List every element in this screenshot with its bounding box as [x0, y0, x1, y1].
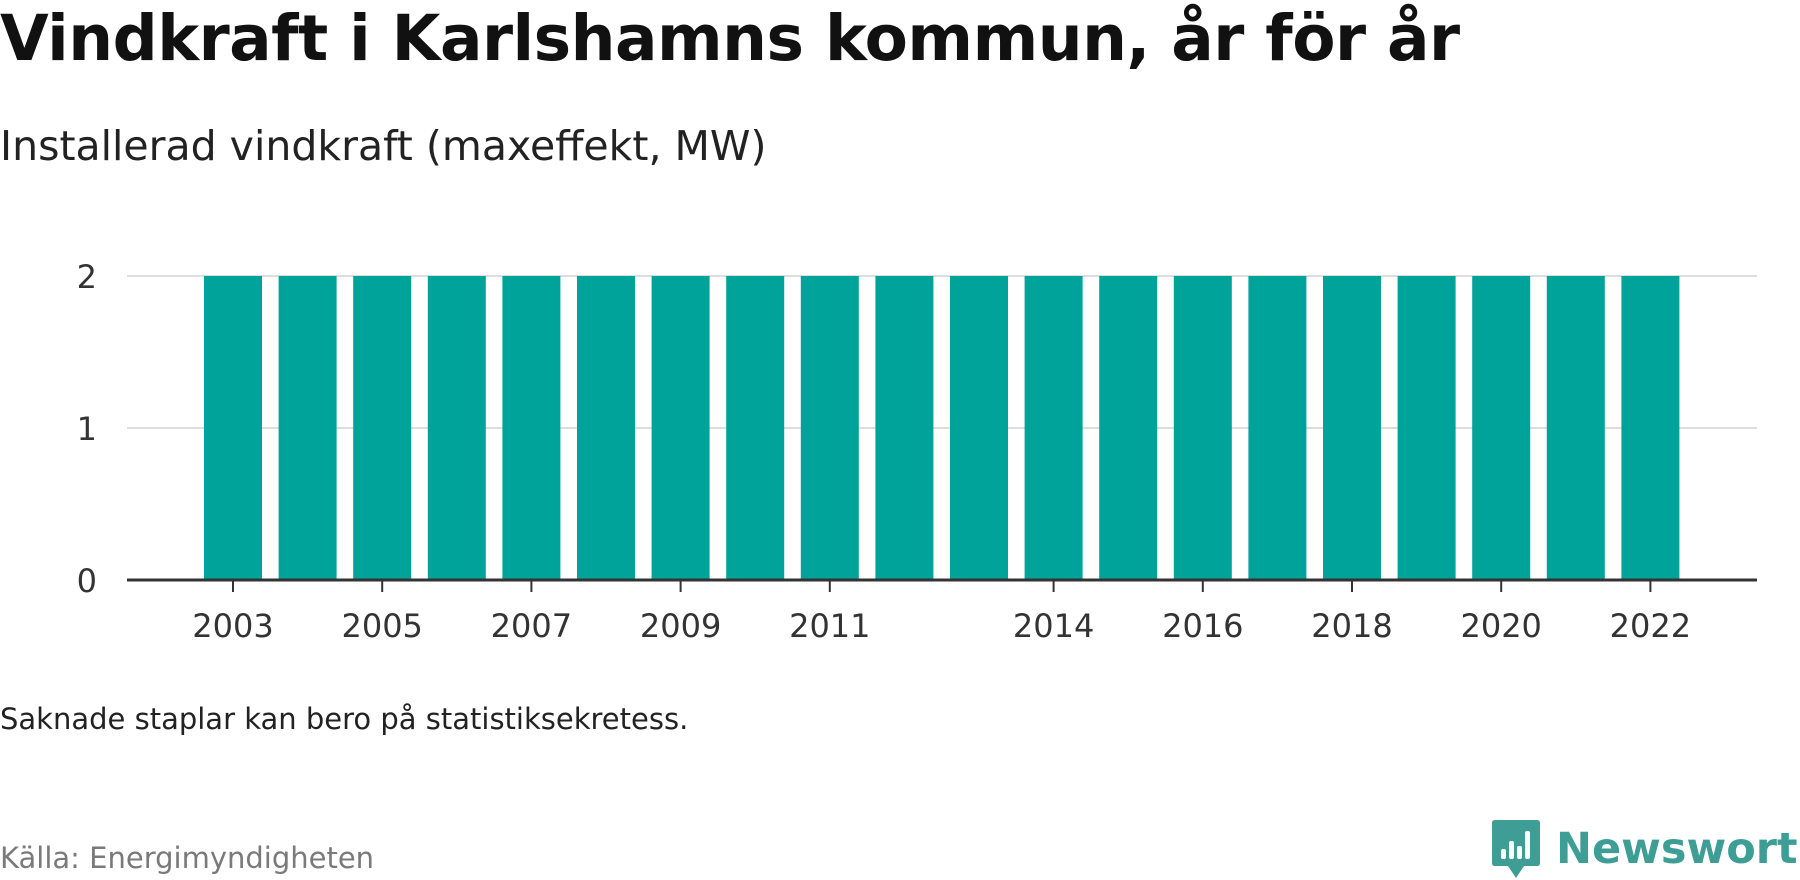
bar-2013 [950, 276, 1008, 580]
y-tick-label: 1 [77, 410, 97, 448]
bar-2006 [427, 276, 486, 580]
x-tick-label: 2009 [640, 607, 721, 645]
bar-2009 [651, 276, 710, 580]
chart-subtitle: Installerad vindkraft (maxeffekt, MW) [0, 122, 767, 170]
bar-chart: 0 1 2 2003 2005 2007 2009 2011 2014 2016 2018 2020 2… [77, 258, 1757, 645]
bar-2003 [204, 276, 262, 580]
bars [204, 276, 1680, 580]
x-tick-label: 2005 [341, 607, 422, 645]
x-tick-label: 2016 [1162, 607, 1243, 645]
x-tick-label: 2003 [192, 607, 273, 645]
bar-2019 [1397, 276, 1456, 580]
bar-2016 [1173, 276, 1232, 580]
bar-2015 [1099, 276, 1158, 580]
axes: 0 1 2 2003 2005 2007 2009 2011 2014 2016 2018 2020 2… [77, 258, 1757, 645]
bar-2021 [1546, 276, 1605, 580]
x-tick-label: 2018 [1311, 607, 1392, 645]
brand-name: Newsworthy [1556, 824, 1800, 874]
bar-2011 [800, 276, 859, 580]
x-tick-label: 2011 [789, 607, 870, 645]
bar-2014 [1024, 276, 1083, 580]
x-tick-label: 2014 [1013, 607, 1094, 645]
y-tick-label: 0 [77, 562, 97, 600]
y-tick-label: 2 [77, 258, 97, 296]
bar-2018 [1323, 276, 1381, 580]
chart-bubble-icon [1492, 820, 1540, 878]
x-tick-label: 2007 [491, 607, 572, 645]
bar-2004 [278, 276, 337, 580]
source-credit: Källa: Energimyndigheten [0, 841, 375, 875]
bar-2012 [875, 276, 934, 580]
bar-2007 [502, 276, 561, 580]
bar-2020 [1472, 276, 1531, 580]
chart-title: Vindkraft i Karlshamns kommun, år för år [0, 2, 1460, 75]
bar-2008 [577, 276, 635, 580]
brand-logo: Newsworthy [1490, 818, 1800, 880]
x-tick-label: 2022 [1610, 607, 1691, 645]
x-tick-label: 2020 [1460, 607, 1541, 645]
bar-2017 [1248, 276, 1307, 580]
bar-2022 [1621, 276, 1680, 580]
footnote: Saknade staplar kan bero på statistiksek… [0, 702, 689, 736]
bar-2005 [353, 276, 412, 580]
bar-2010 [726, 276, 785, 580]
